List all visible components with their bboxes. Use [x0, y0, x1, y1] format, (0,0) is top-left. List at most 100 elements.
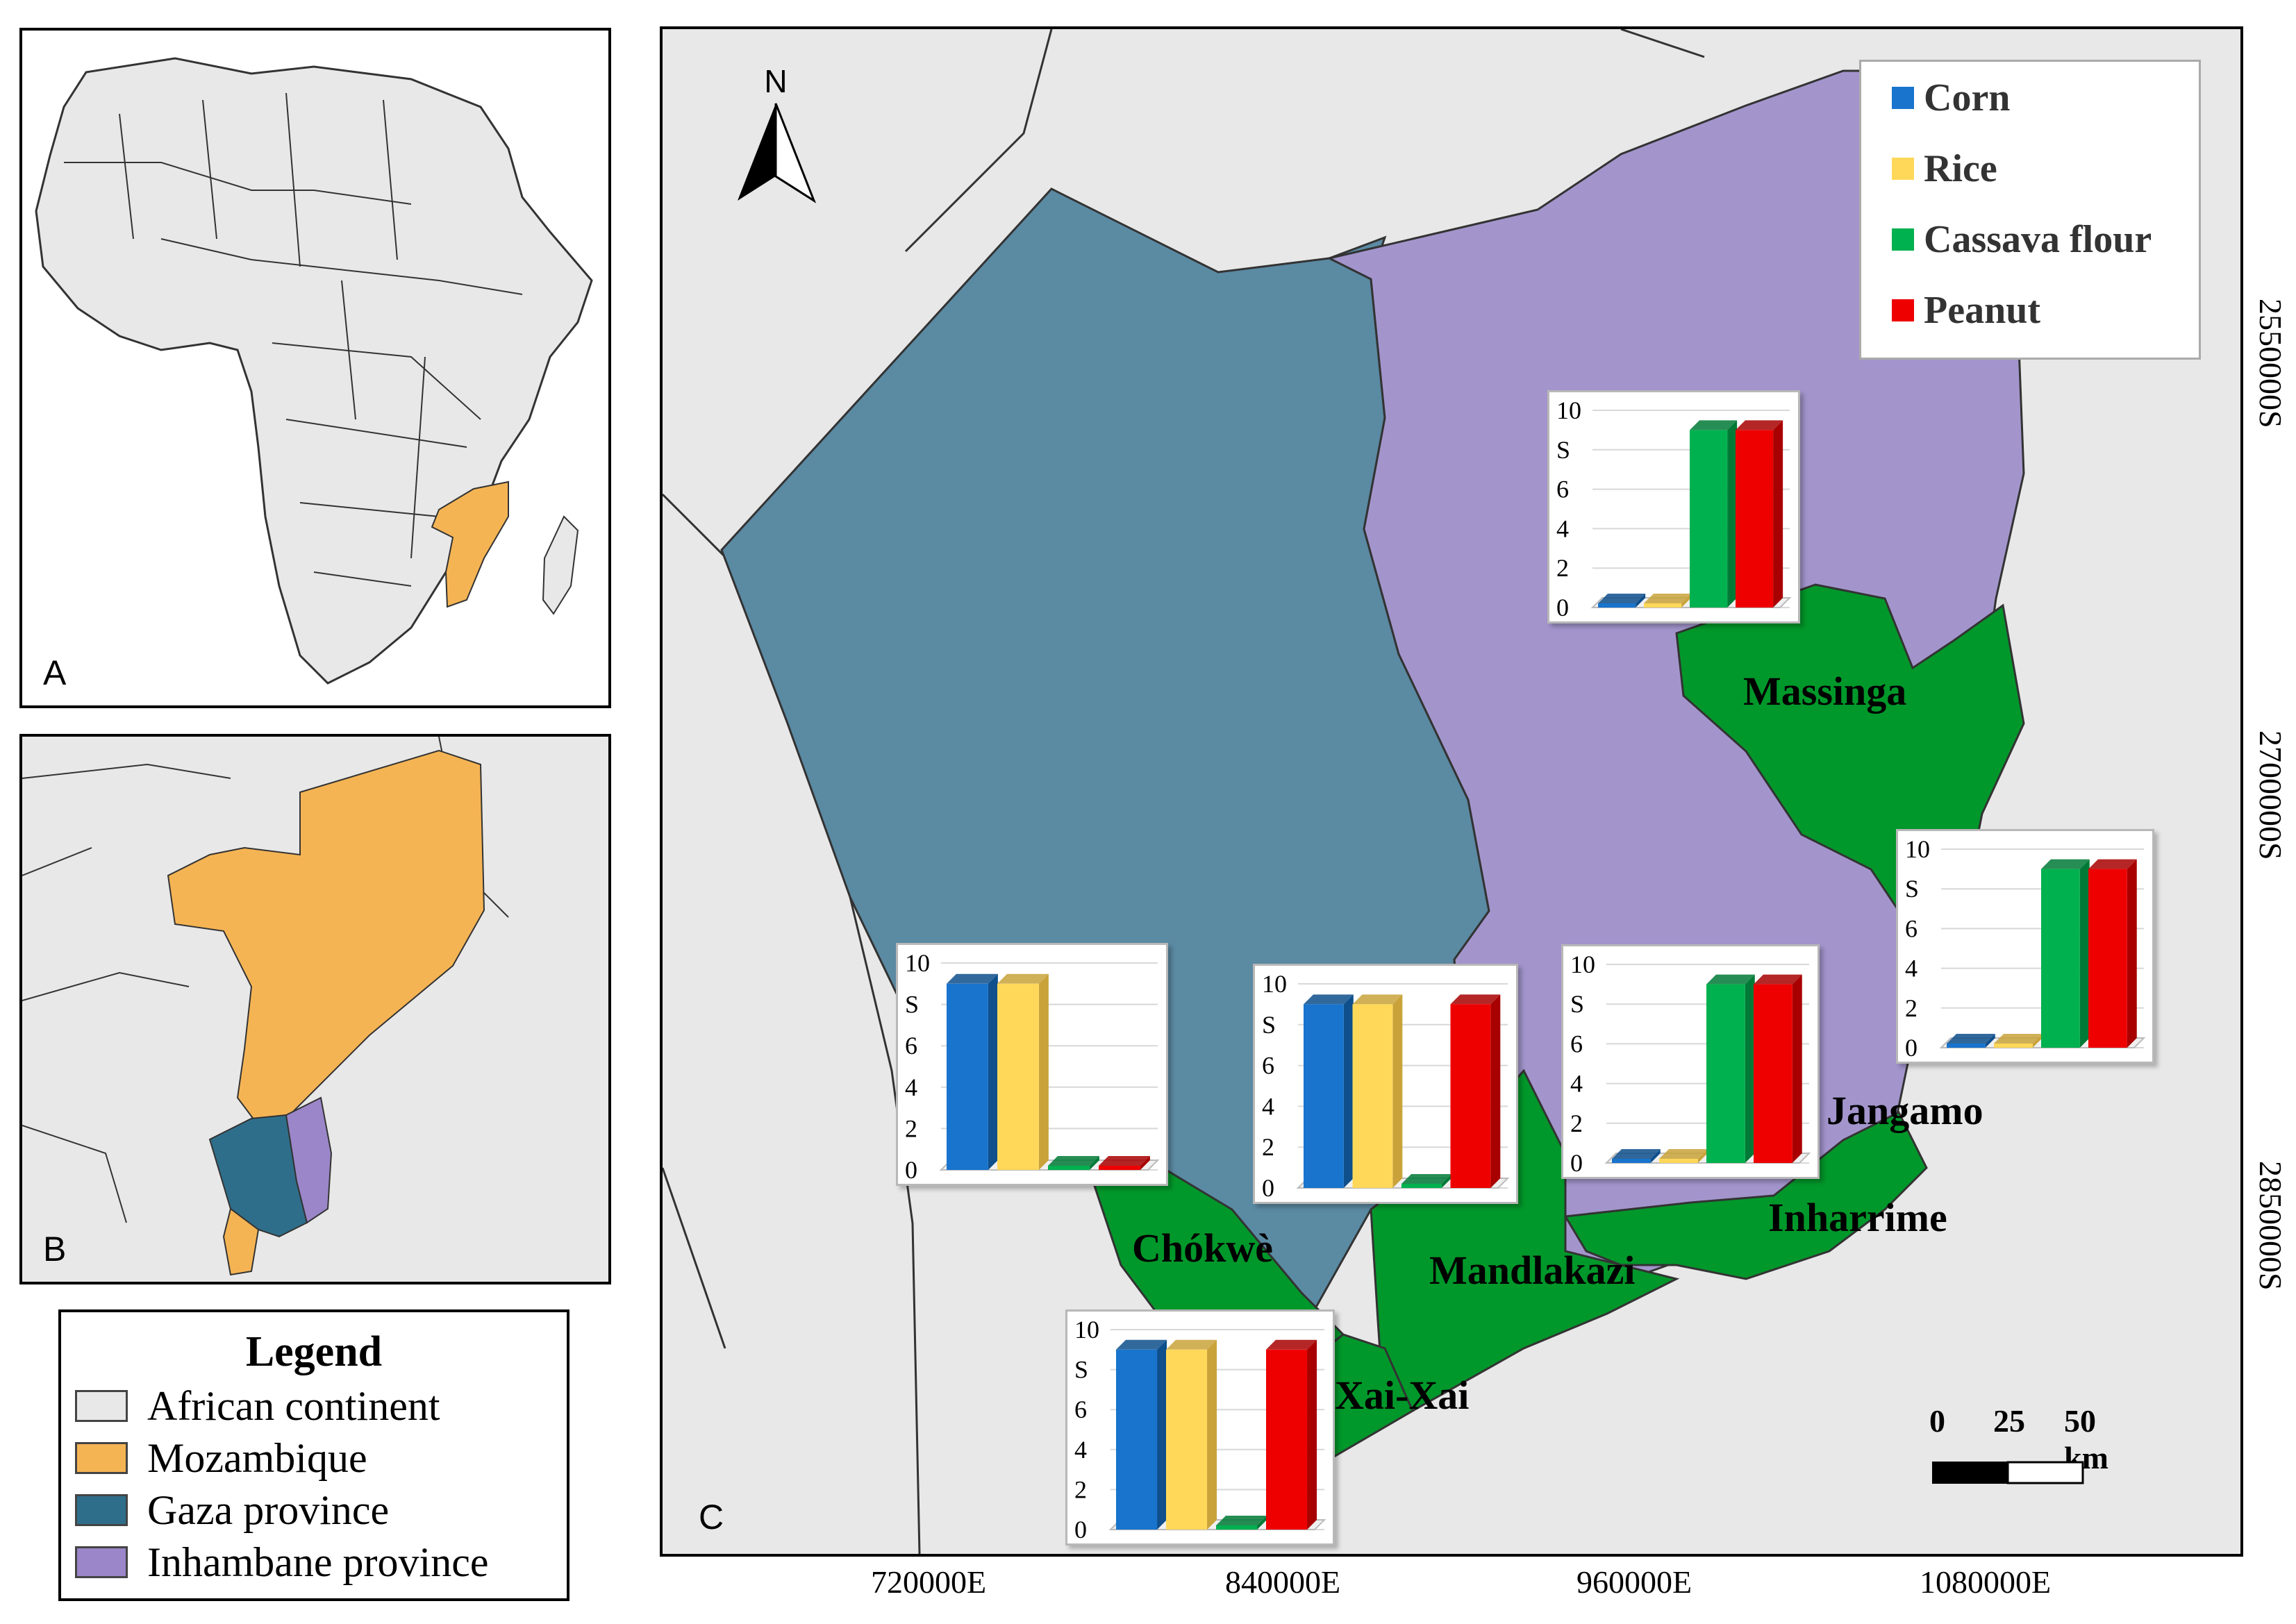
chart-y-tick-label: 4	[1556, 514, 1569, 542]
chart-bar-cassava-flour	[1216, 1525, 1258, 1530]
chart-bar-top	[1048, 1156, 1099, 1166]
chart-bar-side	[2127, 859, 2137, 1048]
africa-continent	[35, 57, 593, 685]
chart-bar-peanut	[1450, 1004, 1491, 1188]
chart-bar-side	[1392, 994, 1403, 1188]
x-tick-1080000: 1080000E	[1920, 1564, 2052, 1600]
chart-bar-side	[1257, 1516, 1267, 1530]
crop-legend-peanut: Peanut	[1892, 288, 2040, 333]
chart-y-tick-label: 10	[1556, 396, 1581, 424]
chart-bar-side	[1140, 1156, 1150, 1170]
y-tick-2700000: 2700000S	[2253, 730, 2288, 860]
y-tick-2550000: 2550000S	[2253, 299, 2288, 428]
legend-title: Legend	[245, 1328, 383, 1375]
chart-y-tick-label: S	[1570, 990, 1584, 1018]
label-mandlakazi: Mandlakazi	[1429, 1248, 1636, 1293]
north-label: N	[764, 63, 788, 99]
chart-bar-cassava-flour	[1690, 430, 1728, 608]
legend-swatch	[75, 1546, 128, 1578]
chart-bar-cassava-flour	[1706, 984, 1745, 1163]
chart-y-tick-label: S	[1074, 1356, 1088, 1384]
mozambique-highlight	[431, 480, 509, 608]
scale-label-50: 50 km	[2064, 1403, 2108, 1475]
chart-y-tick-label: 6	[1556, 476, 1569, 503]
chart-y-tick-label: S	[1262, 1011, 1276, 1039]
chart-y-tick-label: 2	[1556, 554, 1569, 582]
scale-label-0: 0	[1929, 1403, 1945, 1439]
y-tick-2850000: 2850000S	[2253, 1161, 2288, 1291]
chart-bar-side	[1745, 974, 1755, 1163]
north-arrow-icon	[738, 103, 817, 203]
x-tick-840000: 840000E	[1225, 1564, 1341, 1600]
chart-massinga: 0 2 4 6 S 10	[1547, 390, 1800, 623]
chart-bar-top	[997, 973, 1049, 984]
chart-y-tick-label: 6	[1074, 1396, 1087, 1423]
crop-swatch	[1892, 228, 1914, 251]
chart-y-tick-label: 0	[1905, 1034, 1918, 1062]
chart-y-tick-label: 4	[905, 1073, 917, 1101]
chart-bar-rice	[1352, 1004, 1393, 1188]
panel-c-letter: C	[699, 1498, 724, 1537]
crop-swatch	[1892, 87, 1914, 109]
x-tick-720000: 720000E	[871, 1564, 987, 1600]
chart-xai-xai-svg: 0 2 4 6 S 10	[1074, 1316, 1326, 1543]
crop-swatch	[1892, 299, 1914, 321]
chart-y-tick-label: 0	[1074, 1516, 1087, 1543]
chart-bar-corn	[1598, 603, 1636, 608]
chart-bar-side	[1697, 1149, 1708, 1163]
legend-item-mozambique: Mozambique	[75, 1434, 367, 1482]
chart-bar-top	[1612, 1149, 1661, 1159]
panel-a-africa: A	[19, 28, 611, 708]
chart-bar-top	[1736, 420, 1783, 430]
chart-y-tick-label: 10	[1074, 1316, 1099, 1343]
chart-bar-top	[1116, 1339, 1167, 1350]
chart-bar-top	[1706, 974, 1755, 985]
chart-y-tick-label: 4	[1905, 955, 1918, 982]
chart-bar-top	[1266, 1339, 1317, 1350]
chart-bar-side	[2079, 859, 2090, 1048]
chart-bar-top	[1690, 420, 1738, 430]
chart-y-tick-label: 6	[1262, 1052, 1274, 1080]
chart-y-tick-label: 2	[1905, 994, 1918, 1022]
chart-mandlakazi-svg: 0 2 4 6 S 10	[1262, 970, 1510, 1202]
chart-y-tick-label: 10	[1570, 951, 1595, 978]
chart-bar-top	[2088, 859, 2137, 869]
chart-y-tick-label: 6	[1905, 914, 1918, 942]
chart-xai-xai: 0 2 4 6 S 10	[1065, 1309, 1335, 1546]
maputo-province	[222, 1207, 260, 1276]
chart-y-tick-label: 10	[1262, 970, 1287, 998]
chart-bar-rice	[1166, 1349, 1208, 1530]
chart-bar-side	[1207, 1339, 1217, 1530]
chart-bar-cassava-flour	[1401, 1184, 1442, 1188]
x-tick-960000: 960000E	[1577, 1564, 1692, 1600]
chart-bar-corn	[1304, 1004, 1344, 1188]
chart-y-tick-label: 4	[1074, 1436, 1087, 1464]
chart-y-tick-label: 2	[1074, 1475, 1087, 1503]
chart-bar-top	[1754, 974, 1802, 985]
chart-inharrime: 0 2 4 6 S 10	[1561, 944, 1820, 1179]
chart-bar-peanut	[1754, 984, 1792, 1163]
chart-bar-side	[1650, 1149, 1661, 1163]
chart-y-tick-label: 0	[1570, 1149, 1583, 1177]
chart-bar-top	[1598, 594, 1646, 603]
chart-bar-rice	[1659, 1159, 1698, 1163]
chart-y-tick-label: 10	[905, 949, 930, 977]
chart-bar-peanut	[1266, 1349, 1308, 1530]
chart-y-tick-label: 6	[1570, 1030, 1583, 1057]
chart-y-tick-label: 4	[1262, 1092, 1274, 1120]
label-inharrime: Inharrime	[1768, 1195, 1947, 1240]
crop-legend-cassava: Cassava flour	[1892, 217, 2152, 262]
chart-bar-side	[1441, 1174, 1451, 1188]
chart-bar-side	[1792, 974, 1802, 1163]
chart-bar-side	[1727, 420, 1738, 608]
chart-bar-side	[1490, 994, 1501, 1188]
chart-bar-side	[1157, 1339, 1167, 1530]
panel-b-mozambique: B	[19, 734, 611, 1284]
chart-bar-top	[1099, 1156, 1150, 1166]
chart-bar-peanut	[1736, 430, 1774, 608]
legend-item-african-continent: African continent	[75, 1382, 440, 1430]
chart-chokwe-svg: 0 2 4 6 S 10	[905, 949, 1160, 1184]
chart-y-tick-label: S	[905, 991, 919, 1019]
chart-bar-top	[1450, 994, 1501, 1005]
chart-jangamo: 0 2 4 6 S 10	[1896, 829, 2154, 1064]
